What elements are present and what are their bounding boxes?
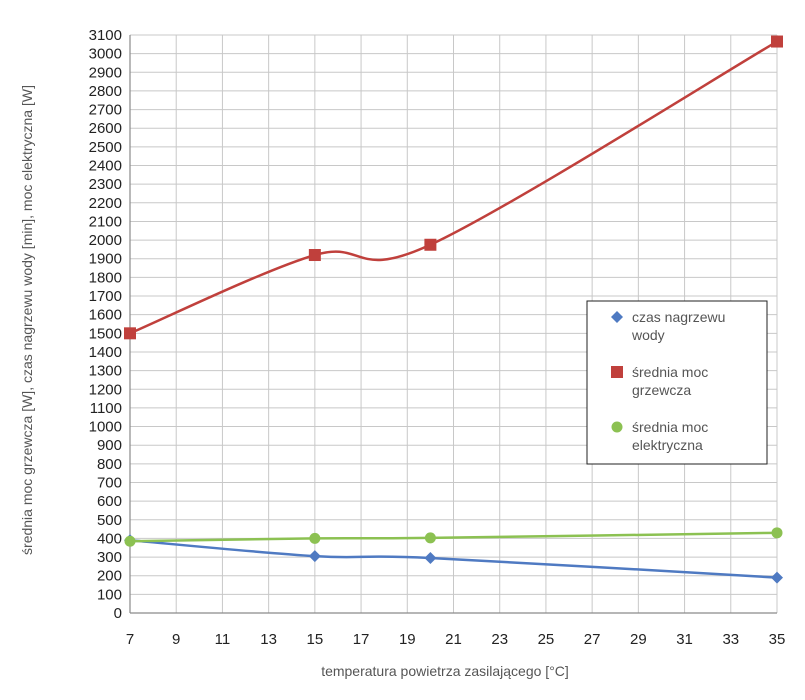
series-2 [124,35,783,340]
y-tick-label: 1200 [89,381,122,398]
y-tick-label: 700 [97,474,122,491]
x-tick-label: 13 [260,631,277,648]
y-tick-label: 600 [97,493,122,510]
y-tick-label: 500 [97,512,122,529]
y-tick-label: 2300 [89,176,122,193]
series-group [124,35,783,584]
legend-box [586,300,768,465]
data-point [308,249,321,262]
legend-item: średnia moc elektryczna [611,419,708,453]
y-tick-label: 2800 [89,83,122,100]
y-tick-label: 200 [97,568,122,585]
legend-marker [611,421,623,433]
series-line [128,40,779,335]
x-tick-label: 7 [126,631,134,648]
y-tick-label: 2100 [89,213,122,230]
y-tick-label: 2700 [89,102,122,119]
data-point [771,527,783,539]
y-tick-label: 2500 [89,139,122,156]
x-tick-label: 35 [769,631,786,648]
x-tick-label: 21 [445,631,462,648]
y-tick-label: 800 [97,456,122,473]
y-tick-label: 1800 [89,269,122,286]
x-tick-label: 19 [399,631,416,648]
legend-marker [611,311,623,323]
data-point [424,551,437,564]
y-tick-label: 2900 [89,64,122,81]
y-tick-label: 2200 [89,195,122,212]
data-point [424,532,436,544]
y-tick-label: 1900 [89,251,122,268]
series-line [128,531,779,543]
legend-label: elektryczna [632,437,703,453]
x-tick-label: 25 [538,631,555,648]
series-line [128,539,779,579]
x-tick-label: 33 [722,631,739,648]
legend-label: średnia moc [632,364,708,380]
data-point [771,35,783,48]
y-tick-label: 1100 [90,400,122,417]
legend-item: średnia moc grzewcza [611,364,708,398]
x-tick-label: 23 [491,631,508,648]
y-axis-title: średnia moc grzewcza [W], czas nagrzewu … [19,85,35,555]
legend-marker [611,366,623,378]
data-point [124,535,136,547]
y-tick-label: 3000 [89,46,122,63]
series-3 [124,527,783,547]
x-tick-labels: 7 9 11 13 15 17 19 21 23 25 27 29 31 33 35 [126,631,786,648]
x-tick-label: 29 [630,631,647,648]
legend-label: wody [631,327,665,343]
y-tick-label: 3100 [89,27,122,44]
legend-label: grzewcza [632,382,691,398]
legend-label: czas nagrzewu [632,309,725,325]
data-point [309,532,321,544]
y-tick-label: 900 [97,437,122,454]
y-tick-label: 0 [114,605,122,622]
axes [129,35,777,614]
y-tick-label: 2000 [89,232,122,249]
x-tick-label: 31 [676,631,693,648]
y-tick-label: 2400 [89,158,122,175]
x-tick-label: 17 [353,631,370,648]
y-tick-label: 1600 [89,307,122,324]
data-point [771,571,783,584]
data-point [124,327,136,340]
y-tick-label: 1000 [89,419,122,436]
y-tick-label: 300 [97,549,122,566]
x-axis-title: temperatura powietrza zasilającego [°C] [321,663,569,679]
y-tick-label: 1400 [89,344,122,361]
y-tick-label: 1500 [89,325,122,342]
y-tick-label: 1700 [89,288,122,305]
data-point [424,238,437,251]
x-tick-label: 9 [172,631,180,648]
y-tick-label: 1300 [89,363,122,380]
x-tick-label: 15 [307,631,324,648]
y-tick-label: 400 [97,530,122,547]
data-point [308,550,321,563]
y-tick-label: 100 [97,586,122,603]
x-tick-label: 11 [215,631,231,648]
y-tick-label: 2600 [89,120,122,137]
legend-item: czas nagrzewu wody [611,309,725,343]
x-tick-label: 27 [584,631,601,648]
legend-label: średnia moc [632,419,708,435]
